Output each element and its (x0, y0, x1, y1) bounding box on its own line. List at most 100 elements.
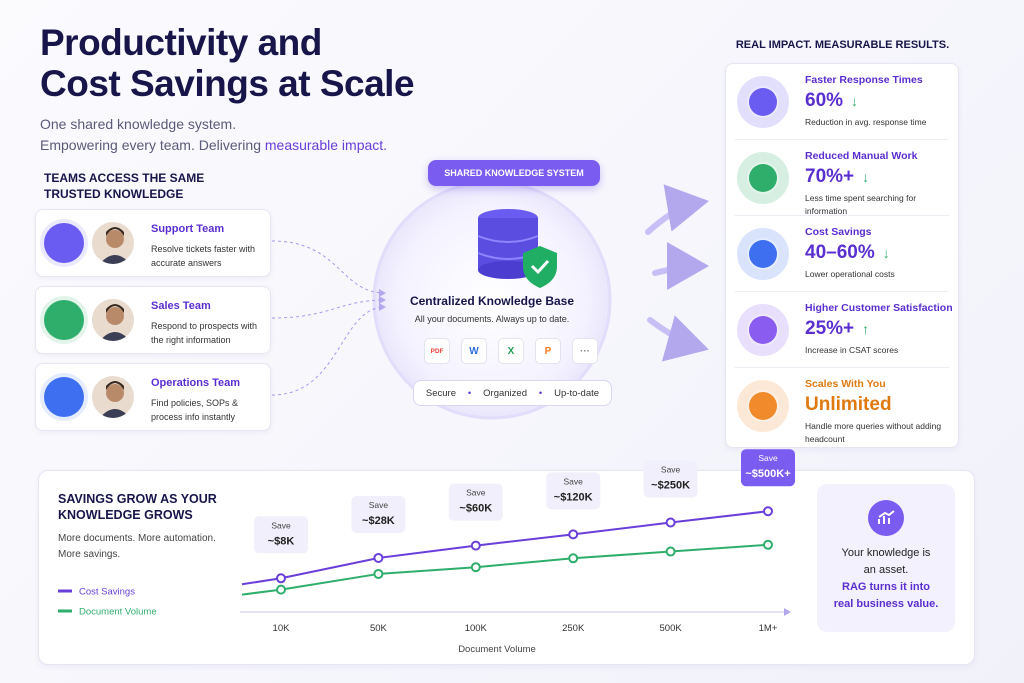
team-text: Operations Team Find policies, SOPs & pro… (151, 377, 269, 424)
team-card: Operations Team Find policies, SOPs & pro… (35, 363, 271, 431)
point (470, 540, 481, 551)
value-label: ~$28K (362, 515, 395, 527)
divider (735, 139, 949, 140)
x-tick-label: 10K (273, 623, 291, 634)
impact-icon-core (749, 392, 777, 420)
team-icon (44, 223, 84, 263)
point (373, 568, 384, 579)
tagline-text: Empowering every team. Delivering (40, 137, 261, 153)
team-card: Support Team Resolve tickets faster with … (35, 209, 271, 277)
value-label-box (254, 516, 308, 554)
team-name: Operations Team (151, 377, 241, 389)
file-icon: X (498, 338, 524, 364)
chart-subtitle-line: More savings. (58, 549, 121, 560)
impact-title: Cost Savings (805, 226, 872, 238)
arrow (647, 315, 709, 362)
x-tick-label: 50K (370, 623, 388, 634)
impact-title: Reduced Manual Work (805, 150, 918, 162)
impact-value-row: 25%+ ↑ (805, 318, 955, 340)
point (665, 546, 676, 557)
impact-value: Unlimited (805, 394, 892, 415)
tagline: Empowering every team. Delivering measur… (40, 135, 414, 156)
x-axis-label: Document Volume (458, 644, 536, 655)
avatar (90, 297, 136, 343)
avatar-figure (99, 304, 131, 341)
arrow (645, 184, 709, 235)
file-icon: PDF (424, 338, 450, 364)
header: Productivity and Cost Savings at Scale On… (40, 22, 415, 156)
subtitle: One shared knowledge system. (40, 116, 237, 132)
x-tick-label: 1M+ (759, 623, 778, 634)
avatar (90, 374, 136, 420)
x-tick-label: 100K (465, 623, 488, 634)
database-icon (477, 209, 557, 288)
point (568, 553, 579, 564)
point (373, 552, 384, 563)
divider (735, 367, 949, 368)
separator: • (538, 387, 543, 399)
value-label: ~$60K (459, 503, 492, 515)
point (568, 529, 579, 540)
impact-trend: ↓ (862, 169, 870, 185)
value-label-prefix: Save (758, 453, 778, 463)
feature: Up-to-date (554, 387, 600, 399)
value-label-prefix: Save (369, 500, 389, 510)
value-label-box (351, 495, 406, 533)
team-text: Support Team Resolve tickets faster with … (151, 223, 269, 270)
hub-title: Centralized Knowledge Base (409, 294, 575, 308)
feature: Secure (425, 387, 457, 399)
separator: • (467, 387, 472, 399)
value-label-prefix: Save (661, 464, 681, 474)
impact-text: Higher Customer Satisfaction 25%+ ↑ Increas… (805, 302, 955, 357)
file-icon: W (461, 338, 487, 364)
features: Secure • Organized • Up-to-date (413, 380, 612, 406)
team-description: Find policies, SOPs & process info insta… (151, 398, 239, 422)
team-icon (44, 300, 84, 340)
title: Productivity and Cost Savings at Scale (40, 22, 415, 104)
impact-value-row: 40–60% ↓ (805, 242, 955, 264)
value-label-box (448, 483, 503, 521)
impact-value: 70%+ (805, 166, 855, 187)
title-line: Cost Savings at Scale (40, 63, 415, 104)
team-icon (44, 377, 84, 417)
point (763, 506, 773, 517)
value-label-prefix: Save (564, 476, 584, 486)
impact-value-row: 70%+ ↓ (805, 166, 955, 188)
impact-title: Higher Customer Satisfaction (805, 302, 953, 314)
impact-text: Cost Savings 40–60% ↓ Lower operational cos… (805, 226, 955, 281)
impact-icon-core (749, 240, 777, 268)
value-label-box (546, 472, 601, 510)
impact-value: 25%+ (805, 318, 855, 339)
impact-description: Increase in CSAT scores (805, 345, 899, 355)
chart-title: SAVINGS GROW AS YOUR KNOWLEDGE GROWS (58, 492, 217, 522)
point (763, 539, 773, 550)
value-label-prefix: Save (466, 488, 486, 498)
team-description: Resolve tickets faster with accurate ans… (151, 244, 256, 268)
x-tick-label: 250K (562, 623, 585, 634)
arrow (652, 242, 709, 291)
avatar (90, 220, 136, 266)
callout-icon (868, 500, 904, 536)
chart-subtitle-line: More documents. More automation. (58, 533, 216, 544)
file-icon: P (535, 338, 561, 364)
impact-value: 40–60% (805, 242, 875, 263)
impact-value: 60% (805, 90, 844, 111)
title-line: Productivity and (40, 22, 322, 63)
file-icon: ··· (572, 338, 598, 364)
divider (735, 215, 949, 216)
connector (271, 296, 386, 319)
value-label-box (643, 460, 698, 498)
impact-text: Faster Response Times 60% ↓ Reduction in av… (805, 74, 955, 129)
impact-icon-core (749, 88, 777, 116)
team-text: Sales Team Respond to prospects with the … (151, 300, 269, 347)
impact-text: Scales With You Unlimited Handle more quer… (805, 378, 955, 446)
point (665, 517, 676, 528)
impact-icon-core (749, 164, 777, 192)
impact-description: Reduction in avg. response time (805, 117, 927, 127)
feature: Organized (483, 387, 527, 399)
impact-trend: ↓ (851, 93, 859, 109)
impact-title: Faster Response Times (805, 74, 923, 86)
team-name: Sales Team (151, 300, 211, 312)
impact-text: Reduced Manual Work 70%+ ↓ Less time spent … (805, 150, 955, 218)
